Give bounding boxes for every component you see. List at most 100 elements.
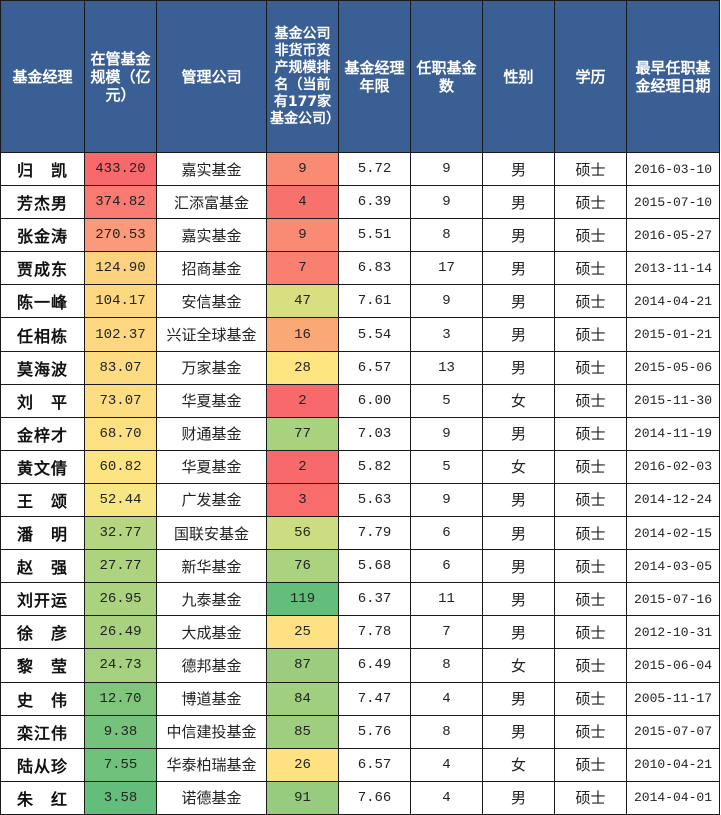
manager-years: 7.78 <box>338 615 411 650</box>
gender: 男 <box>482 582 555 617</box>
company-rank: 26 <box>266 747 339 782</box>
company-rank: 2 <box>266 383 339 418</box>
education: 硕士 <box>554 251 627 286</box>
gender: 男 <box>482 516 555 551</box>
education: 硕士 <box>554 582 627 617</box>
aum-value: 52.44 <box>84 482 157 518</box>
header-fund-count: 任职基金数 <box>410 0 483 153</box>
gender: 男 <box>482 251 555 286</box>
fund-count: 8 <box>410 218 483 253</box>
education: 硕士 <box>554 681 627 716</box>
manager-name: 赵 强 <box>0 549 85 584</box>
fund-count: 9 <box>410 416 483 451</box>
manager-name: 黄文倩 <box>0 449 85 484</box>
gender: 女 <box>482 648 555 683</box>
fund-count: 5 <box>410 449 483 484</box>
company-name: 嘉实基金 <box>156 151 267 187</box>
education: 硕士 <box>554 615 627 650</box>
fund-count: 5 <box>410 383 483 418</box>
fund-count: 11 <box>410 582 483 617</box>
manager-years: 6.57 <box>338 350 411 385</box>
aum-value: 124.90 <box>84 251 157 286</box>
company-rank: 76 <box>266 549 339 584</box>
gender: 男 <box>482 350 555 385</box>
gender: 男 <box>482 416 555 451</box>
company-rank: 4 <box>266 185 339 220</box>
education: 硕士 <box>554 747 627 782</box>
table-row: 刘开运 26.95 九泰基金 119 6.37 11 男 硕士 2015-07-… <box>0 582 720 617</box>
manager-name: 陆从珍 <box>0 747 85 782</box>
start-date: 2014-12-24 <box>626 482 720 518</box>
header-start-date: 最早任职基金经理日期 <box>626 0 720 153</box>
fund-count: 9 <box>410 482 483 518</box>
manager-name: 张金涛 <box>0 218 85 253</box>
manager-name: 刘 平 <box>0 383 85 418</box>
manager-years: 5.82 <box>338 449 411 484</box>
table-row: 贾成东 124.90 招商基金 7 6.83 17 男 硕士 2013-11-1… <box>0 251 720 286</box>
gender: 男 <box>482 780 555 815</box>
aum-value: 60.82 <box>84 449 157 484</box>
company-rank: 91 <box>266 780 339 815</box>
aum-value: 102.37 <box>84 317 157 352</box>
start-date: 2015-07-16 <box>626 582 720 617</box>
table-row: 赵 强 27.77 新华基金 76 5.68 6 男 硕士 2014-03-05 <box>0 549 720 584</box>
start-date: 2015-01-21 <box>626 317 720 352</box>
manager-years: 5.51 <box>338 218 411 253</box>
education: 硕士 <box>554 714 627 749</box>
gender: 女 <box>482 383 555 418</box>
education: 硕士 <box>554 151 627 187</box>
company-rank: 87 <box>266 648 339 683</box>
company-name: 国联安基金 <box>156 516 267 551</box>
education: 硕士 <box>554 218 627 253</box>
manager-years: 7.61 <box>338 284 411 319</box>
manager-years: 7.47 <box>338 681 411 716</box>
start-date: 2013-11-14 <box>626 251 720 286</box>
fund-count: 17 <box>410 251 483 286</box>
company-rank: 28 <box>266 350 339 385</box>
start-date: 2015-11-30 <box>626 383 720 418</box>
aum-value: 374.82 <box>84 185 157 220</box>
gender: 男 <box>482 549 555 584</box>
aum-value: 12.70 <box>84 681 157 716</box>
start-date: 2014-03-05 <box>626 549 720 584</box>
company-rank: 47 <box>266 284 339 319</box>
table-row: 张金涛 270.53 嘉实基金 9 5.51 8 男 硕士 2016-05-27 <box>0 218 720 253</box>
start-date: 2014-04-21 <box>626 284 720 319</box>
header-gender: 性别 <box>482 0 555 153</box>
aum-value: 24.73 <box>84 648 157 683</box>
aum-value: 9.38 <box>84 714 157 749</box>
table-row: 芳杰男 374.82 汇添富基金 4 6.39 9 男 硕士 2015-07-1… <box>0 185 720 220</box>
fund-count: 9 <box>410 185 483 220</box>
aum-value: 68.70 <box>84 416 157 451</box>
start-date: 2010-04-21 <box>626 747 720 782</box>
gender: 男 <box>482 714 555 749</box>
company-name: 广发基金 <box>156 482 267 518</box>
header-row: 基金经理 在管基金规模（亿元） 管理公司 基金公司非货币资产规模排名（当前有17… <box>0 0 720 153</box>
table-row: 史 伟 12.70 博道基金 84 7.47 4 男 硕士 2005-11-17 <box>0 681 720 716</box>
company-name: 博道基金 <box>156 681 267 716</box>
company-rank: 77 <box>266 416 339 451</box>
company-rank: 9 <box>266 151 339 187</box>
gender: 男 <box>482 317 555 352</box>
company-rank: 9 <box>266 218 339 253</box>
fund-count: 4 <box>410 780 483 815</box>
start-date: 2016-02-03 <box>626 449 720 484</box>
aum-value: 83.07 <box>84 350 157 385</box>
manager-name: 陈一峰 <box>0 284 85 319</box>
start-date: 2015-06-04 <box>626 648 720 683</box>
gender: 男 <box>482 615 555 650</box>
table-row: 黄文倩 60.82 华夏基金 2 5.82 5 女 硕士 2016-02-03 <box>0 449 720 484</box>
fund-count: 9 <box>410 151 483 187</box>
company-name: 华夏基金 <box>156 383 267 418</box>
manager-years: 7.66 <box>338 780 411 815</box>
fund-count: 13 <box>410 350 483 385</box>
company-name: 九泰基金 <box>156 582 267 617</box>
gender: 男 <box>482 151 555 187</box>
education: 硕士 <box>554 449 627 484</box>
manager-name: 金梓才 <box>0 416 85 451</box>
start-date: 2015-05-06 <box>626 350 720 385</box>
education: 硕士 <box>554 780 627 815</box>
manager-years: 7.03 <box>338 416 411 451</box>
manager-years: 6.37 <box>338 582 411 617</box>
company-name: 中信建投基金 <box>156 714 267 749</box>
